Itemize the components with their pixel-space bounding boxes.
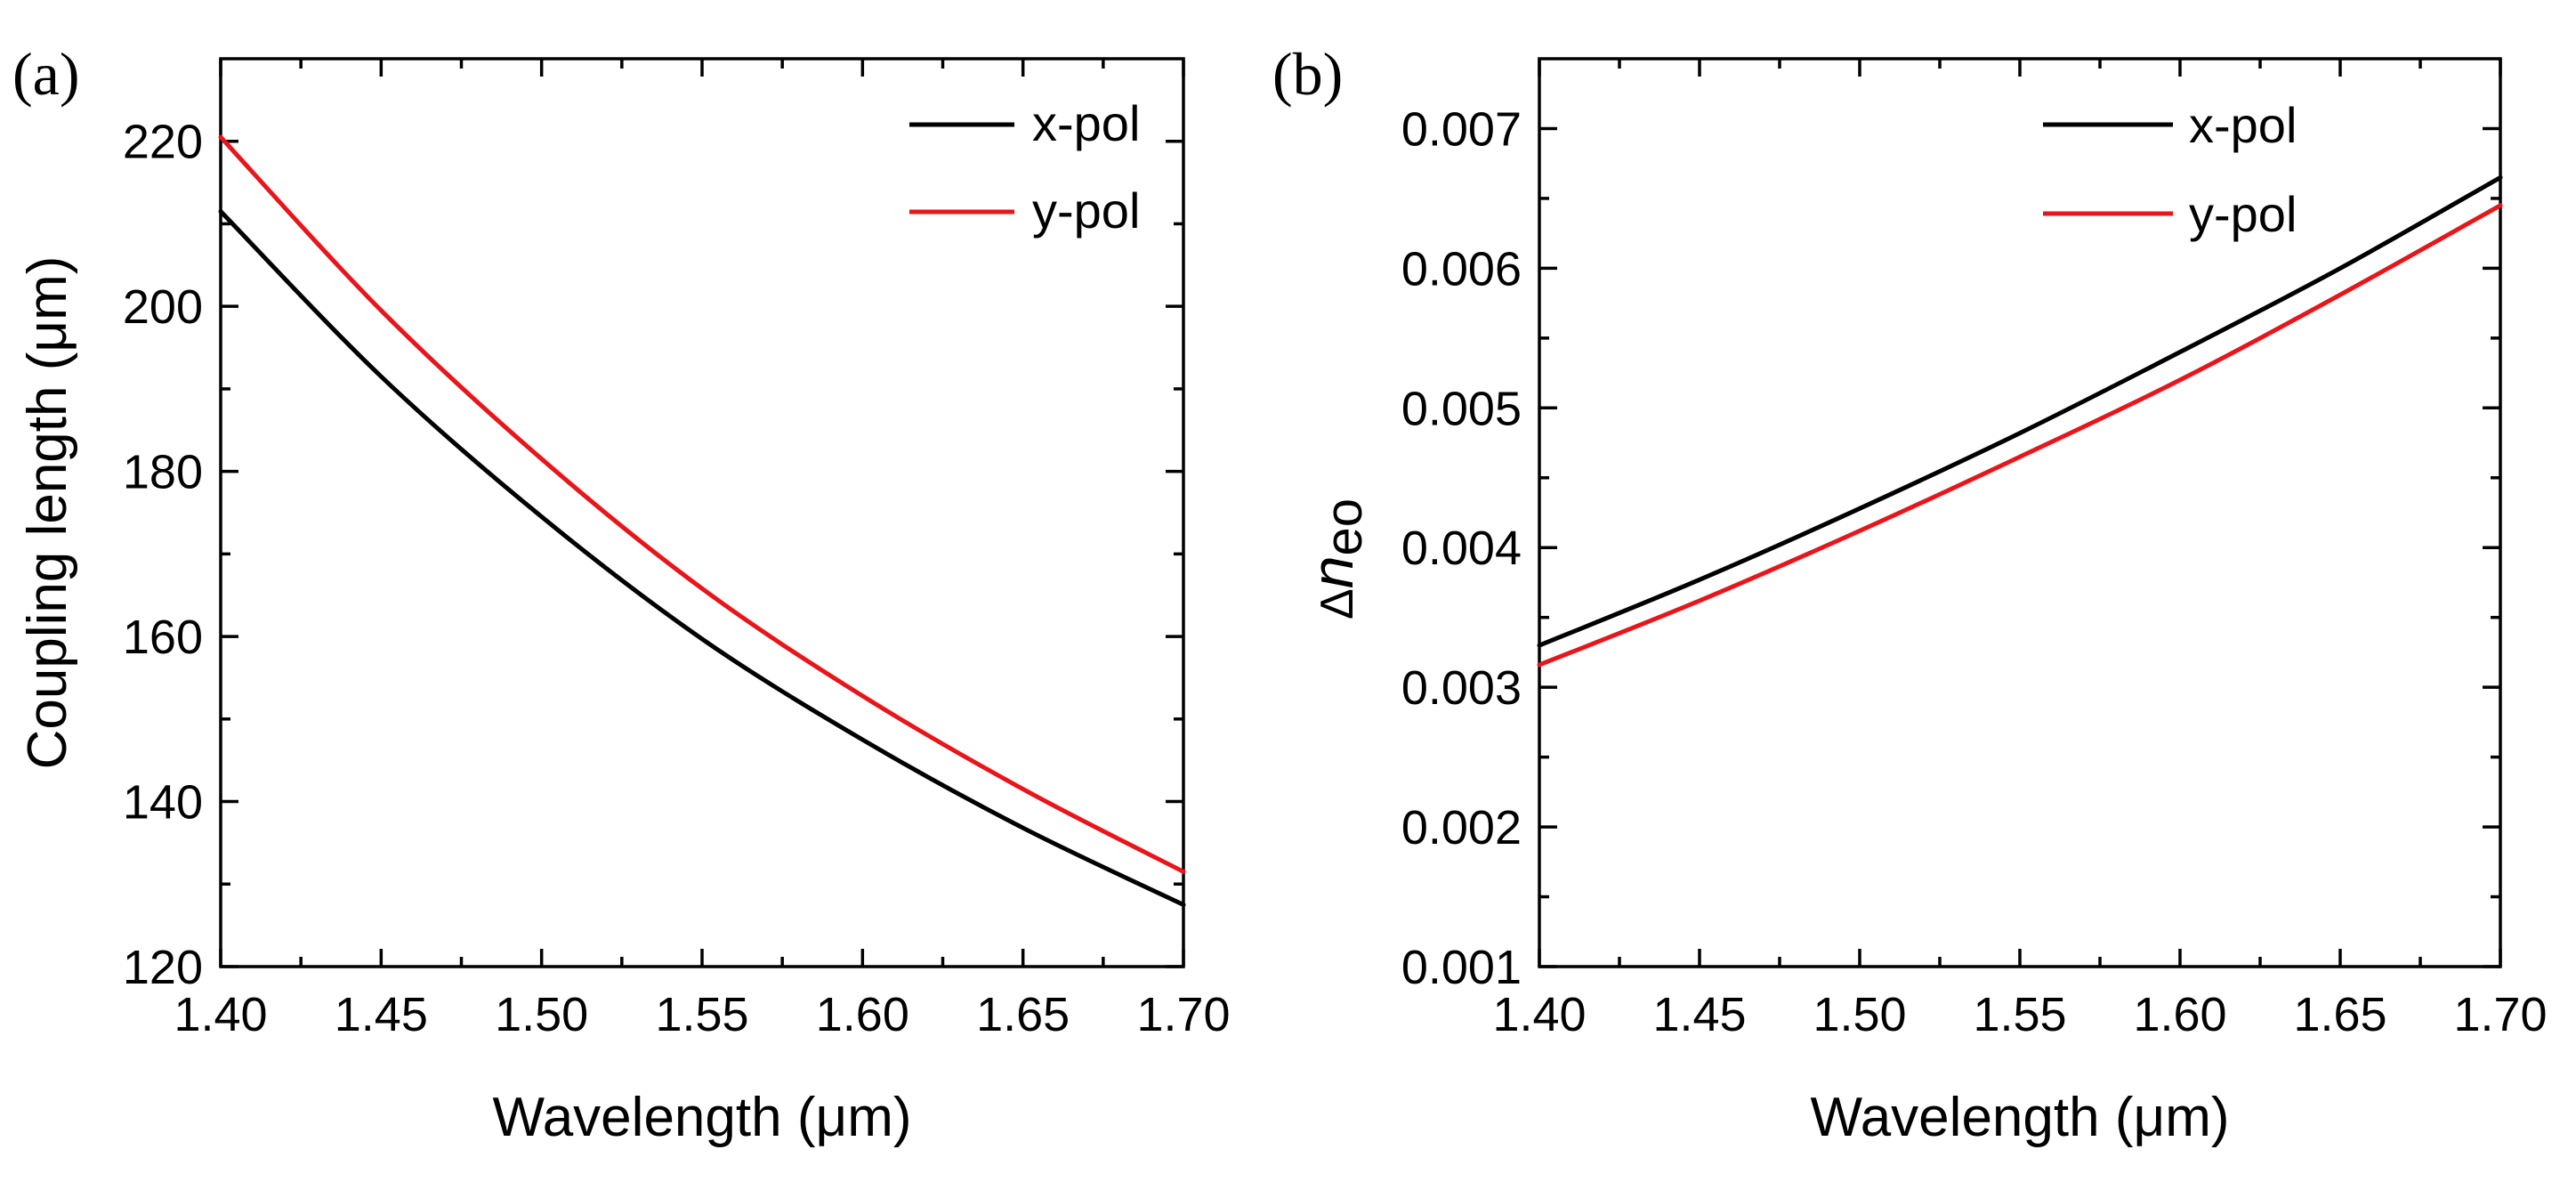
x-tick-label: 1.45 [1652,988,1746,1041]
series-line-x-pol [218,209,1186,907]
y-axis-subscript: eo [1315,498,1373,556]
legend-label-y-pol: y-pol [1032,182,1140,239]
y-tick-label: 160 [123,611,203,664]
y-tick-label: 0.001 [1401,941,1522,994]
x-tick-label: 1.55 [1973,988,2066,1041]
x-tick-label: 1.70 [1136,988,1230,1041]
panel-b-x-tick-labels: 1.40 1.45 1.50 1.55 1.60 1.65 1.70 [1492,988,2547,1041]
y-tick-label: 200 [123,280,203,334]
x-axis-label: Wavelength [1810,1087,2099,1148]
panel-b: (b) 1.40 1.45 1.50 1.55 1.60 1.65 1.70 0… [1272,40,2548,1148]
x-axis-label: Wavelength [492,1087,781,1148]
panel-b-x-ticks [1538,59,2502,967]
series-line-y-pol [218,134,1186,874]
panel-b-label: (b) [1272,40,1343,108]
x-tick-label: 1.50 [495,988,588,1041]
y-tick-label: 0.007 [1401,102,1522,156]
panel-a-x-axis-title: Wavelength (μm) [492,1087,911,1148]
x-axis-unit: (μm) [2115,1087,2230,1148]
x-tick-label: 1.40 [1492,988,1586,1041]
y-tick-label: 0.003 [1401,661,1522,715]
x-axis-unit: (μm) [797,1087,912,1148]
panel-b-y-ticks [1539,126,2500,968]
legend-label-x-pol: x-pol [2189,97,2297,153]
x-tick-label: 1.65 [976,988,1070,1041]
panel-a-x-ticks [219,59,1185,967]
panel-a-x-tick-labels: 1.40 1.45 1.50 1.55 1.60 1.65 1.70 [174,988,1230,1041]
legend-label-x-pol: x-pol [1032,95,1140,151]
panel-a: (a) 1.40 1.45 1.50 1.55 1.60 1.65 1.70 1… [12,40,1231,1148]
legend-label-y-pol: y-pol [2189,186,2297,242]
panel-a-y-ticks [221,139,1183,968]
x-tick-label: 1.55 [655,988,748,1041]
panel-b-plot-frame [1538,57,2502,968]
y-tick-label: 0.002 [1401,801,1522,854]
x-tick-label: 1.65 [2293,988,2386,1041]
panel-a-label: (a) [12,40,79,108]
x-tick-label: 1.40 [174,988,267,1041]
panel-b-x-axis-title: Wavelength (μm) [1810,1087,2229,1148]
y-tick-label: 180 [123,446,203,499]
y-tick-label: 140 [123,776,203,830]
y-axis-unit: (μm) [17,256,78,371]
series-line-x-pol [1537,174,2503,648]
y-axis-label: Coupling length [17,386,78,770]
y-tick-label: 0.006 [1401,242,1522,296]
y-tick-label: 120 [123,941,203,994]
x-tick-label: 1.70 [2453,988,2547,1041]
x-tick-label: 1.50 [1813,988,1906,1041]
panel-b-y-tick-labels: 0.001 0.002 0.003 0.004 0.005 0.006 0.00… [1401,102,1522,994]
y-tick-label: 0.005 [1401,382,1522,435]
x-tick-label: 1.60 [2133,988,2226,1041]
panel-b-y-axis-title: Δneo [1299,498,1373,619]
series-line-y-pol [1537,203,2503,668]
panel-a-y-axis-title: Coupling length (μm) [17,256,78,770]
y-tick-label: 0.004 [1401,522,1522,575]
x-tick-label: 1.60 [816,988,909,1041]
panel-b-legend: x-pol y-pol [2043,97,2297,242]
panel-a-legend: x-pol y-pol [909,95,1140,239]
y-axis-delta: Δ [1312,588,1363,619]
y-axis-symbol: n [1299,556,1365,589]
y-tick-label: 220 [123,116,203,169]
x-tick-label: 1.45 [335,988,428,1041]
panel-a-y-tick-labels: 120 140 160 180 200 220 [123,116,203,994]
